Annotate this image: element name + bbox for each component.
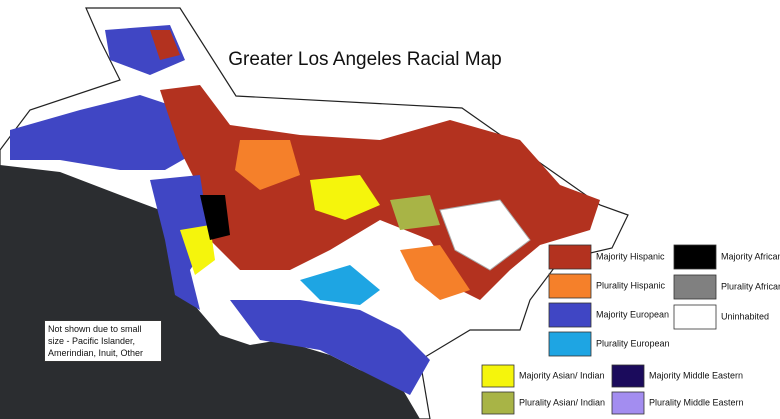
legend-swatch <box>481 364 515 388</box>
legend-swatch <box>673 274 717 300</box>
north-island-hisp <box>150 30 180 60</box>
european-west <box>150 175 210 310</box>
legend-label: Majority African <box>721 251 780 261</box>
legend-label: Majority Middle Eastern <box>649 370 743 380</box>
note: Not shown due to small size - Pacific Is… <box>44 320 162 362</box>
african <box>200 195 230 240</box>
plurality-hispanic-a <box>235 140 300 190</box>
legend-swatch <box>611 364 645 388</box>
legend-label: Uninhabited <box>721 311 769 321</box>
legend-swatch <box>611 391 645 415</box>
legend-label: Majority Asian/ Indian <box>519 370 605 380</box>
map-shapes <box>0 7 629 419</box>
legend-label: Plurality Asian/ Indian <box>519 397 605 407</box>
legend-swatch <box>481 391 515 415</box>
legend-swatch <box>673 304 717 330</box>
european-south <box>230 300 430 395</box>
legend-label: Plurality Hispanic <box>596 280 666 290</box>
european-north <box>10 95 200 170</box>
legend-swatch <box>548 331 592 357</box>
asian-yellow-a <box>310 175 380 220</box>
plurality-hispanic-b <box>400 245 470 300</box>
legend-label: Plurality European <box>596 338 670 348</box>
legend-label: Plurality African <box>721 281 780 291</box>
legend: Majority Hispanic Plurality Hispanic Major… <box>481 244 780 415</box>
legend-label: Majority European <box>596 309 669 319</box>
legend-swatch <box>673 244 717 270</box>
legend-swatch <box>548 244 592 270</box>
plurality-european <box>300 265 380 305</box>
asian-yellow-b <box>180 225 215 275</box>
map-title: Greater Los Angeles Racial Map <box>228 49 502 70</box>
legend-swatch <box>548 302 592 328</box>
legend-swatch <box>548 273 592 299</box>
uninhabited-east <box>439 199 531 271</box>
asian-olive <box>390 195 440 230</box>
legend-label: Plurality Middle Eastern <box>649 397 744 407</box>
legend-label: Majority Hispanic <box>596 251 665 261</box>
